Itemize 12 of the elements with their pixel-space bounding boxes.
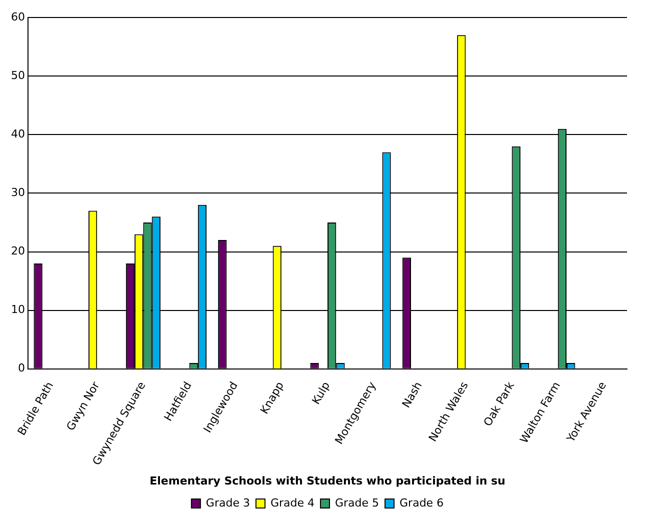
y-tick-label: 60 [10, 10, 25, 24]
legend-label: Grade 5 [335, 496, 380, 510]
legend-label: Grade 4 [270, 496, 315, 510]
y-tick-label: 0 [18, 362, 25, 375]
y-tick-label: 50 [10, 69, 25, 82]
y-tick-label: 30 [10, 186, 25, 200]
y-tick-label: 10 [10, 303, 25, 316]
legend-label: Grade 6 [400, 496, 444, 510]
y-tick-label: 20 [10, 244, 25, 258]
x-axis-title: Elementary Schools with Students who participated in su [150, 474, 506, 488]
legend-label: Grade 3 [206, 496, 250, 510]
y-tick-label: 40 [10, 128, 25, 141]
